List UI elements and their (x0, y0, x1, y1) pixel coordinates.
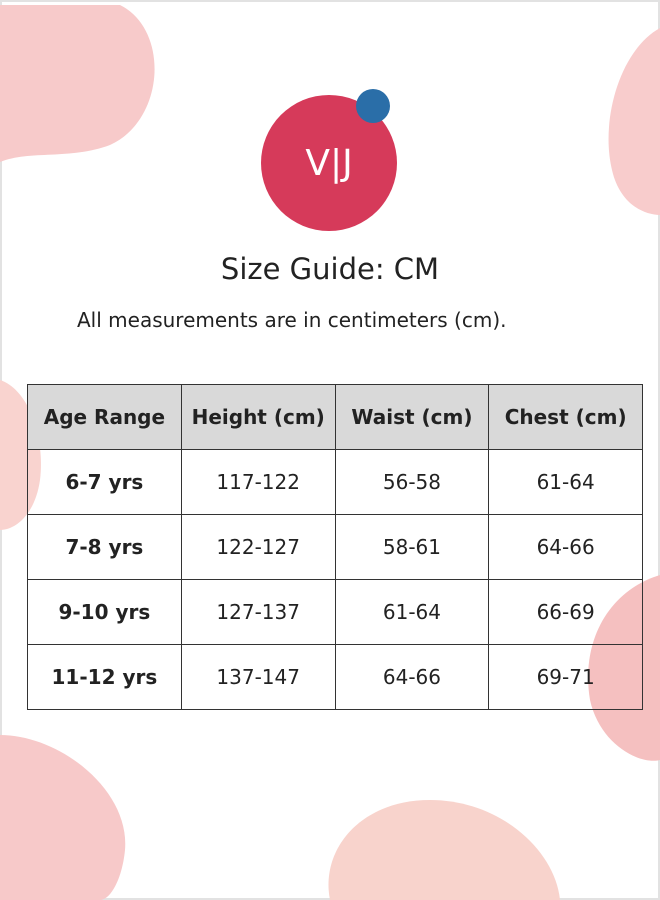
logo-circle (261, 95, 397, 231)
table-cell: 69-71 (488, 644, 643, 710)
table-cell: 127-137 (180, 579, 336, 645)
table-row: 11-12 yrs 137-147 64-66 69-71 (27, 644, 643, 710)
table-cell: 137-147 (180, 644, 336, 710)
table-cell: 9-10 yrs (27, 579, 182, 645)
column-header: Chest (cm) (488, 384, 643, 450)
logo-text: V|J (305, 143, 352, 184)
table-cell: 61-64 (334, 579, 490, 645)
table-cell: 58-61 (334, 514, 490, 580)
table-cell: 61-64 (488, 449, 643, 515)
blob (0, 735, 126, 900)
blob (608, 28, 660, 215)
logo-dot (356, 89, 390, 123)
title: Size Guide: CM (220, 252, 440, 286)
column-header: Waist (cm) (334, 384, 490, 450)
table-cell: 64-66 (488, 514, 643, 580)
table-cell: 66-69 (488, 579, 643, 645)
table-row: 9-10 yrs 127-137 61-64 66-69 (27, 579, 643, 645)
blob (0, 5, 155, 162)
column-header: Age Range (27, 384, 182, 450)
table-row: 6-7 yrs 117-122 56-58 61-64 (27, 449, 643, 515)
table-cell: 7-8 yrs (27, 514, 182, 580)
table-cell: 6-7 yrs (27, 449, 182, 515)
table-cell: 122-127 (180, 514, 336, 580)
table-row: 7-8 yrs 122-127 58-61 64-66 (27, 514, 643, 580)
table-cell: 11-12 yrs (27, 644, 182, 710)
column-header: Height (cm) (180, 384, 336, 450)
table-cell: 64-66 (334, 644, 490, 710)
subtitle: All measurements are in centimeters (cm)… (77, 308, 507, 332)
table-cell: 117-122 (180, 449, 336, 515)
size-table: Age Range Height (cm) Waist (cm) Chest (cm)… (27, 384, 643, 710)
table-cell: 56-58 (334, 449, 490, 515)
header-row: Age Range Height (cm) Waist (cm) Chest (cm) (27, 384, 643, 450)
blob (328, 800, 560, 900)
